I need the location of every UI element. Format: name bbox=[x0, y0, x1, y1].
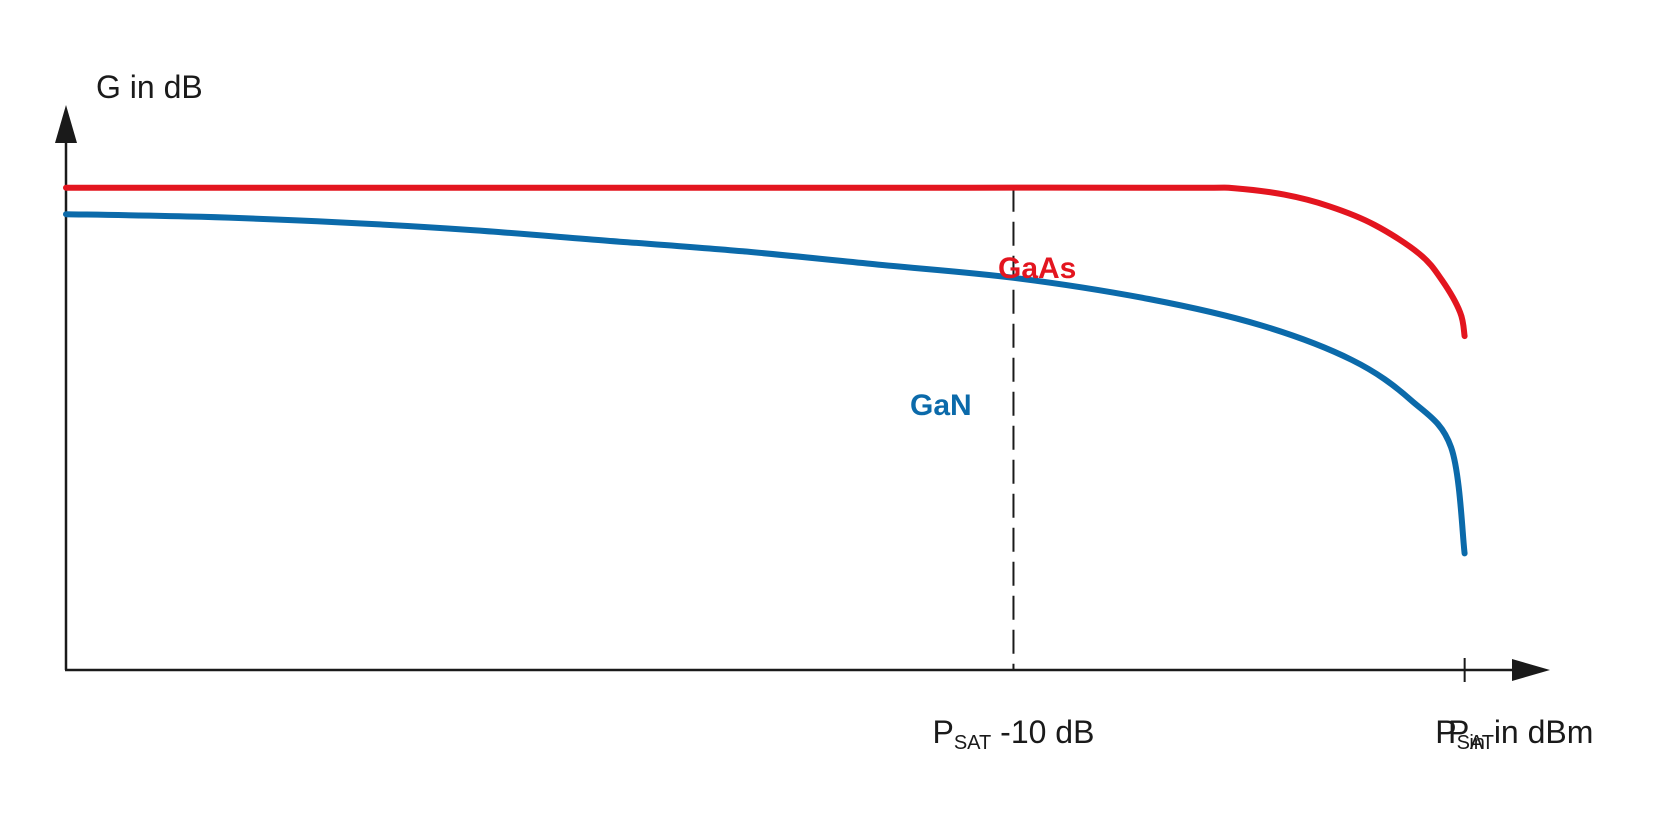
x-axis-arrow bbox=[1512, 659, 1550, 681]
series-line-gan bbox=[63, 211, 1468, 557]
x-tick-label-subscript: SAT bbox=[954, 732, 991, 754]
x-axis-label-main: P bbox=[1448, 714, 1469, 750]
x-tick-label-subscript: SAT bbox=[1457, 732, 1494, 754]
series-label-gan: GaN bbox=[910, 389, 972, 422]
series-line-gaas bbox=[63, 184, 1468, 340]
x-tick-label-main: P bbox=[933, 714, 954, 750]
x-axis-label-rest: in dBm bbox=[1485, 714, 1593, 750]
x-tick-label-rest: -10 dB bbox=[991, 714, 1094, 750]
x-tick-label-main: P bbox=[1435, 714, 1456, 750]
x-tick-label-psat: PSAT bbox=[1435, 714, 1494, 754]
x-tick-label-psat-minus-10: PSAT -10 dB bbox=[933, 714, 1095, 754]
x-axis-label: Pin in dBm bbox=[1448, 714, 1593, 754]
series-label-gaas: GaAs bbox=[998, 252, 1076, 285]
y-axis-label: G in dB bbox=[96, 69, 203, 105]
x-axis-label-subscript: in bbox=[1469, 732, 1485, 754]
y-axis-arrow bbox=[55, 105, 77, 143]
